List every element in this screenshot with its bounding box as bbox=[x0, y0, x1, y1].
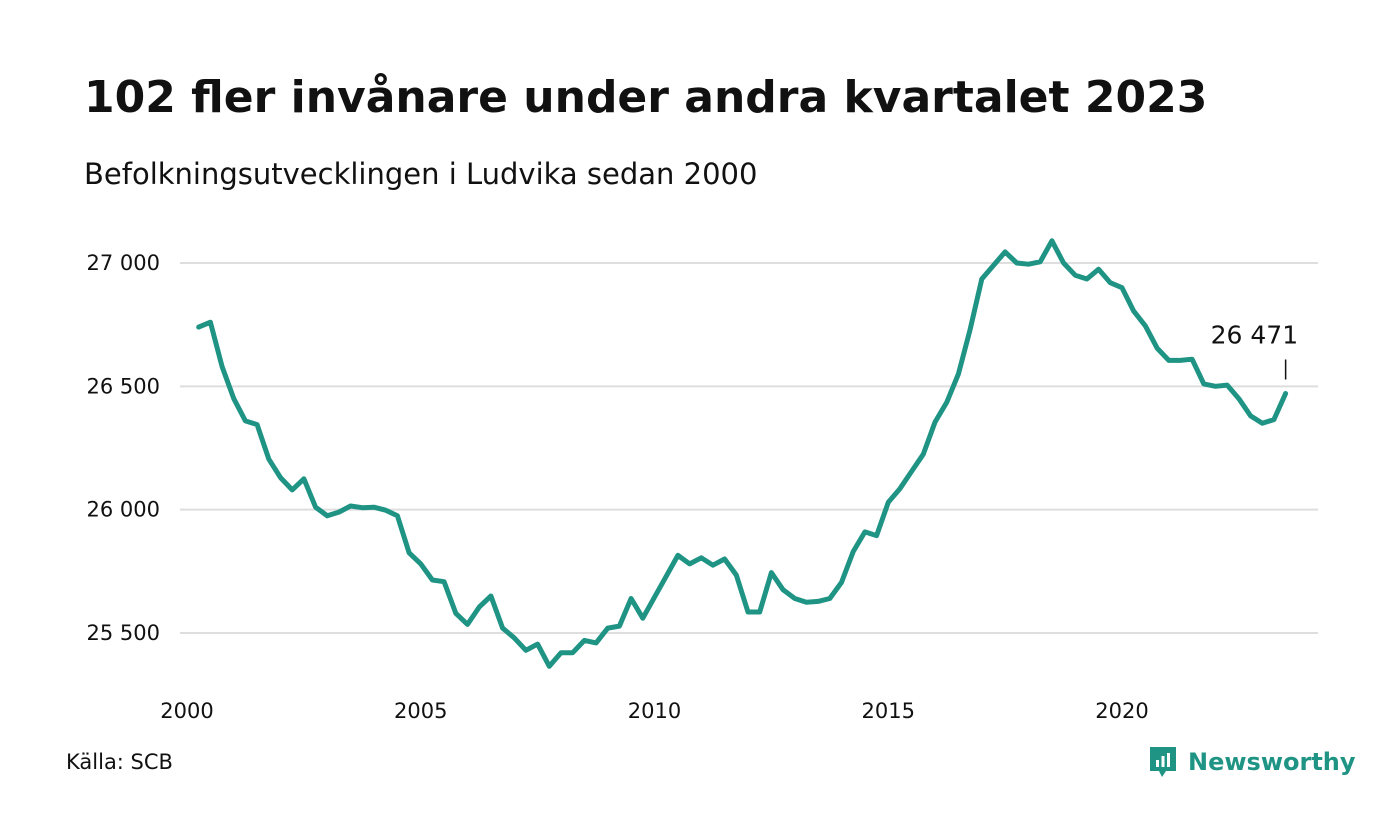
x-tick-label: 2020 bbox=[1095, 699, 1148, 723]
annotation-layer: 26 471 bbox=[1211, 320, 1298, 380]
x-tick-label: 2000 bbox=[160, 699, 213, 723]
y-axis-ticks: 25 500 26 000 26 500 27 000 bbox=[87, 251, 160, 645]
x-tick-label: 2005 bbox=[394, 699, 447, 723]
chart-title: 102 fler invånare under andra kvartalet … bbox=[84, 72, 1208, 123]
series-line-0 bbox=[196, 238, 1289, 669]
x-tick-label: 2010 bbox=[628, 699, 681, 723]
annotation-label: 26 471 bbox=[1211, 320, 1298, 349]
gridlines bbox=[180, 262, 1318, 634]
y-tick-label: 27 000 bbox=[87, 251, 160, 275]
chart-subtitle: Befolkningsutvecklingen i Ludvika sedan … bbox=[84, 157, 758, 191]
source-label: Källa: SCB bbox=[66, 750, 173, 774]
x-tick-label: 2015 bbox=[862, 699, 915, 723]
brand-logo[interactable]: Newsworthy bbox=[1148, 745, 1356, 779]
brand-name: Newsworthy bbox=[1188, 748, 1356, 776]
x-axis-ticks: 2000 2005 2010 2015 2020 bbox=[160, 699, 1148, 723]
y-tick-label: 26 500 bbox=[87, 374, 160, 398]
series-layer bbox=[196, 238, 1289, 669]
newsworthy-logo-icon bbox=[1150, 747, 1176, 777]
y-tick-label: 26 000 bbox=[87, 498, 160, 522]
y-tick-label: 25 500 bbox=[87, 621, 160, 645]
